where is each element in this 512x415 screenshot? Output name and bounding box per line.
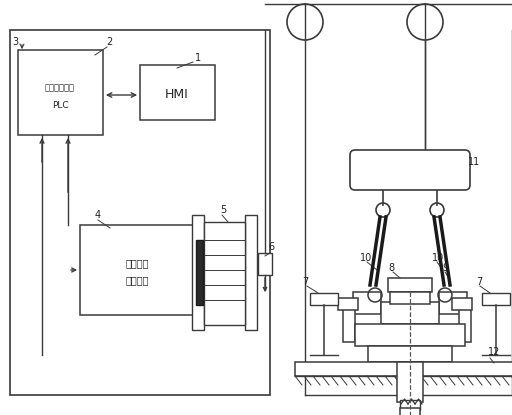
Bar — [295, 362, 512, 376]
Bar — [310, 293, 338, 305]
Bar — [192, 215, 204, 330]
Bar — [196, 240, 203, 305]
Bar — [368, 346, 452, 362]
Text: 4: 4 — [95, 210, 101, 220]
Bar — [343, 302, 355, 342]
Bar — [80, 225, 195, 315]
Text: 7: 7 — [476, 277, 482, 287]
Text: 6: 6 — [268, 242, 274, 252]
Bar — [400, 408, 420, 415]
Bar — [397, 362, 423, 402]
Bar — [258, 253, 272, 275]
Text: 1: 1 — [195, 53, 201, 63]
Bar — [482, 293, 510, 305]
Text: 综合控制系统: 综合控制系统 — [45, 83, 75, 93]
Text: HMI: HMI — [165, 88, 189, 102]
Bar — [140, 65, 215, 120]
Text: 10: 10 — [432, 253, 444, 263]
FancyBboxPatch shape — [350, 150, 470, 190]
Text: PLC: PLC — [52, 100, 68, 110]
Text: 7: 7 — [302, 277, 308, 287]
Text: 10: 10 — [360, 253, 372, 263]
Text: 3: 3 — [12, 37, 18, 47]
Text: 11: 11 — [468, 157, 480, 167]
Bar — [459, 302, 471, 342]
Text: 控制系统: 控制系统 — [125, 275, 149, 285]
Bar — [439, 292, 467, 314]
Bar — [10, 30, 270, 395]
Text: 9: 9 — [442, 263, 448, 273]
Bar — [338, 298, 358, 310]
Text: 12: 12 — [488, 347, 500, 357]
Bar — [452, 298, 472, 310]
Text: 5: 5 — [220, 205, 226, 215]
Text: 绞车接口: 绞车接口 — [125, 258, 149, 268]
Bar — [353, 292, 381, 314]
Bar — [18, 50, 103, 135]
Text: 8: 8 — [388, 263, 394, 273]
Text: 2: 2 — [106, 37, 112, 47]
Bar — [245, 215, 257, 330]
Bar — [388, 278, 432, 292]
Bar — [381, 302, 439, 324]
Bar — [390, 292, 430, 304]
Bar — [400, 400, 420, 410]
Bar — [204, 222, 245, 325]
Bar — [355, 324, 465, 346]
